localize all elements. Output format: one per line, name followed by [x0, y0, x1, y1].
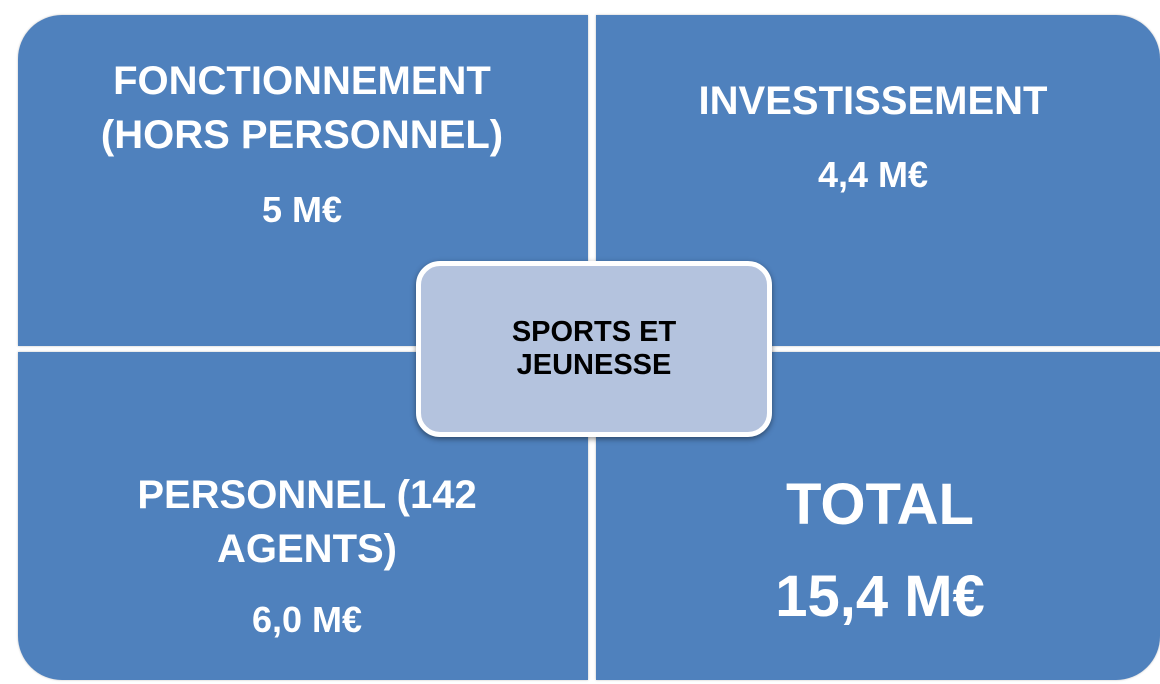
quadrant-value: 6,0 M€ — [251, 599, 363, 640]
quadrant-title: INVESTISSEMENT — [699, 74, 1048, 128]
quadrant-title: PERSONNEL (142 AGENTS) — [137, 468, 476, 576]
center-line: JEUNESSE — [516, 349, 672, 381]
quadrant-title: FONCTIONNEMENT (HORS PERSONNEL) — [101, 54, 503, 162]
title-line: (HORS PERSONNEL) — [100, 113, 504, 157]
title-line: FONCTIONNEMENT — [113, 59, 491, 103]
quadrant-title: TOTAL — [786, 470, 974, 540]
quadrant-value: 15,4 M€ — [775, 564, 985, 629]
title-line: TOTAL — [786, 472, 974, 537]
title-line: INVESTISSEMENT — [698, 79, 1048, 123]
quadrant-value: 4,4 M€ — [817, 154, 929, 195]
center-line: SPORTS ET — [511, 316, 677, 348]
quadrant-value: 5 M€ — [261, 189, 343, 230]
center-box: SPORTS ET JEUNESSE — [416, 261, 772, 437]
title-line: AGENTS) — [217, 527, 397, 571]
title-line: PERSONNEL (142 — [137, 473, 477, 517]
